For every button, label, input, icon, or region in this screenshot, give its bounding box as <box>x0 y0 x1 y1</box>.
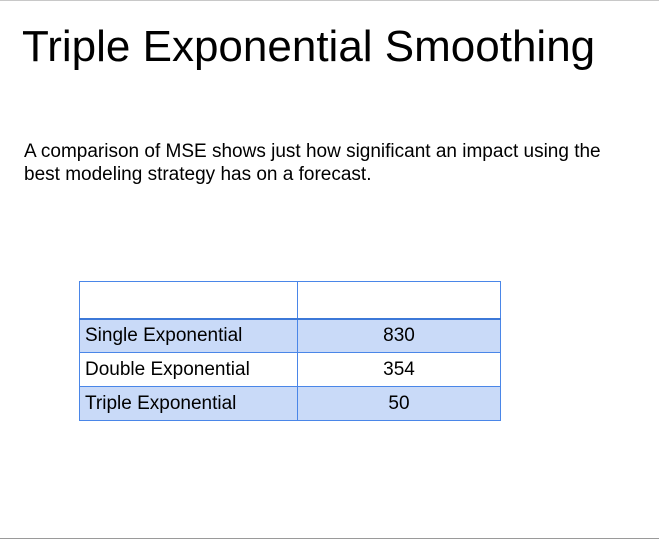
mse-cell: 50 <box>297 386 501 421</box>
mse-cell: 354 <box>297 352 501 387</box>
slide-body-text: A comparison of MSE shows just how signi… <box>24 141 601 185</box>
method-cell: Double Exponential <box>79 352 298 387</box>
table-header-cell <box>79 281 298 320</box>
mse-cell: 830 <box>297 318 501 353</box>
table-header-row <box>79 281 501 320</box>
slide-title: Triple Exponential Smoothing <box>22 22 596 71</box>
method-cell: Triple Exponential <box>79 386 298 421</box>
mse-comparison-table: Single Exponential 830 Double Exponentia… <box>79 281 501 421</box>
table-row: Double Exponential 354 <box>79 352 501 387</box>
table-row: Triple Exponential 50 <box>79 386 501 421</box>
table-header-cell <box>297 281 501 320</box>
method-cell: Single Exponential <box>79 318 298 353</box>
table-row: Single Exponential 830 <box>79 318 501 353</box>
